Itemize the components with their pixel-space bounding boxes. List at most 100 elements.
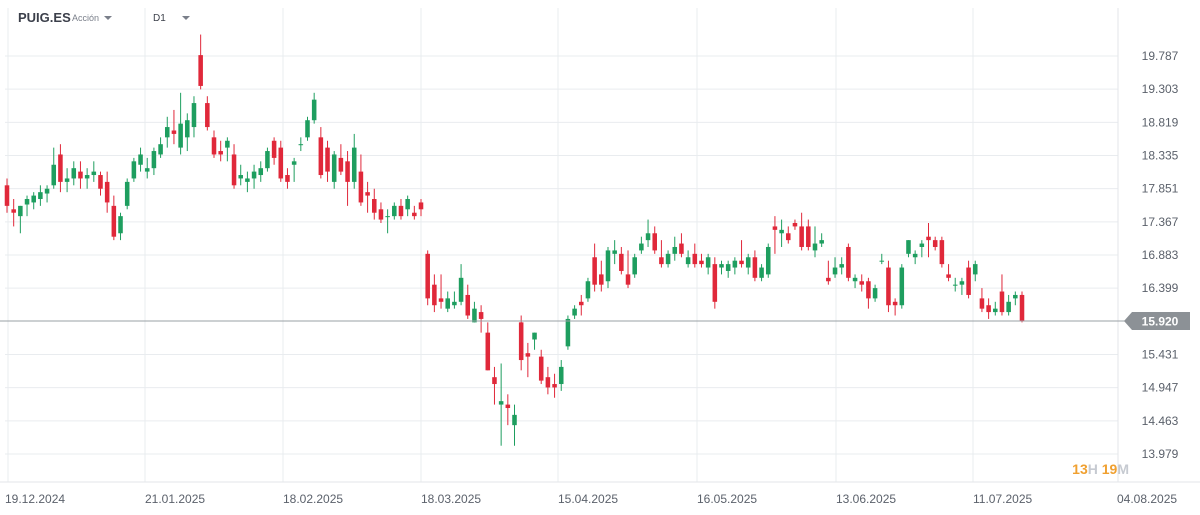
candle-body — [11, 209, 16, 213]
candle — [839, 257, 844, 275]
candle-body — [245, 178, 250, 182]
candle — [719, 260, 724, 275]
candle — [605, 246, 611, 289]
candle — [812, 226, 818, 258]
candle — [919, 240, 925, 258]
candle-body — [158, 144, 163, 155]
candle-body — [345, 161, 350, 182]
candle-body — [752, 257, 758, 278]
candle — [238, 164, 243, 186]
candle — [218, 140, 223, 162]
symbol-dropdown-icon[interactable] — [104, 16, 112, 20]
candle — [31, 192, 36, 210]
candle-body — [538, 356, 544, 381]
candle-body — [659, 257, 664, 265]
candle — [438, 274, 444, 309]
candle — [906, 240, 911, 258]
candle-body — [879, 260, 885, 262]
candle — [385, 209, 390, 234]
candle-body — [492, 377, 497, 385]
candle-body — [231, 154, 237, 186]
candle — [351, 133, 357, 189]
candle — [852, 274, 858, 289]
candle — [879, 253, 885, 265]
candle — [619, 246, 624, 275]
candle — [939, 236, 945, 268]
x-tick-label: 18.03.2025 — [421, 492, 481, 506]
candle — [498, 363, 504, 446]
candle-body — [131, 161, 137, 179]
candle — [592, 243, 597, 292]
candle — [84, 168, 90, 189]
candle — [98, 171, 103, 196]
candle-body — [24, 199, 30, 205]
candle — [579, 294, 584, 316]
candle — [585, 277, 591, 302]
candle-body — [846, 246, 851, 278]
candle-body — [765, 246, 771, 275]
candle-body — [832, 267, 838, 275]
candle — [104, 171, 110, 213]
candle-body — [719, 264, 724, 268]
candle-body — [265, 151, 270, 169]
candle — [11, 199, 16, 227]
candle-body — [926, 236, 931, 241]
y-tick-label: 19.787 — [1142, 49, 1179, 63]
candle-body — [258, 168, 264, 176]
candle — [899, 264, 905, 309]
candle-body — [198, 55, 203, 86]
candle — [866, 277, 871, 309]
candle-body — [365, 192, 370, 196]
candle — [792, 219, 798, 230]
candle-body — [532, 332, 537, 340]
candle — [739, 240, 744, 268]
candle — [405, 195, 410, 217]
candle-body — [418, 202, 424, 210]
candle — [712, 257, 718, 309]
timeframe-dropdown-icon[interactable] — [182, 16, 190, 20]
candle-body — [291, 161, 297, 165]
candle-body — [525, 353, 531, 357]
candle-body — [585, 281, 591, 299]
candle — [952, 277, 958, 292]
candle — [64, 168, 70, 193]
y-tick-label: 19.303 — [1142, 82, 1179, 96]
candle-body — [912, 253, 918, 258]
candle-body — [886, 267, 891, 306]
candle-body — [625, 274, 631, 285]
candle — [251, 164, 257, 189]
candle — [311, 92, 317, 124]
candle — [599, 260, 604, 292]
candle — [191, 96, 197, 138]
candle-body — [104, 181, 110, 203]
symbol-selector[interactable]: PUIG.ES — [18, 10, 71, 25]
candle — [545, 366, 551, 395]
candle — [171, 109, 177, 145]
candle-body — [972, 264, 978, 275]
candle-body — [852, 277, 858, 282]
candle — [832, 257, 838, 278]
candle-body — [946, 274, 951, 278]
candle — [926, 222, 931, 258]
candle — [525, 342, 531, 378]
candle-body — [558, 366, 564, 385]
candle-body — [84, 175, 90, 179]
candle-body — [285, 175, 290, 182]
candle — [111, 195, 117, 241]
candle-body — [745, 257, 751, 268]
candle-body — [899, 267, 905, 306]
candle-body — [692, 253, 698, 265]
candle-body — [4, 185, 10, 206]
candle-body — [371, 199, 377, 213]
candle — [819, 233, 824, 247]
candle — [652, 226, 658, 254]
candle-body — [639, 243, 644, 251]
timeframe-selector[interactable]: D1 — [153, 13, 166, 24]
candle — [759, 264, 764, 282]
candle-body — [812, 243, 818, 251]
candle — [959, 277, 965, 295]
y-tick-label: 17.367 — [1142, 215, 1179, 229]
x-tick-label: 21.01.2025 — [145, 492, 205, 506]
x-axis: 19.12.2024 21.01.2025 18.02.2025 18.03.2025… — [5, 492, 1177, 506]
